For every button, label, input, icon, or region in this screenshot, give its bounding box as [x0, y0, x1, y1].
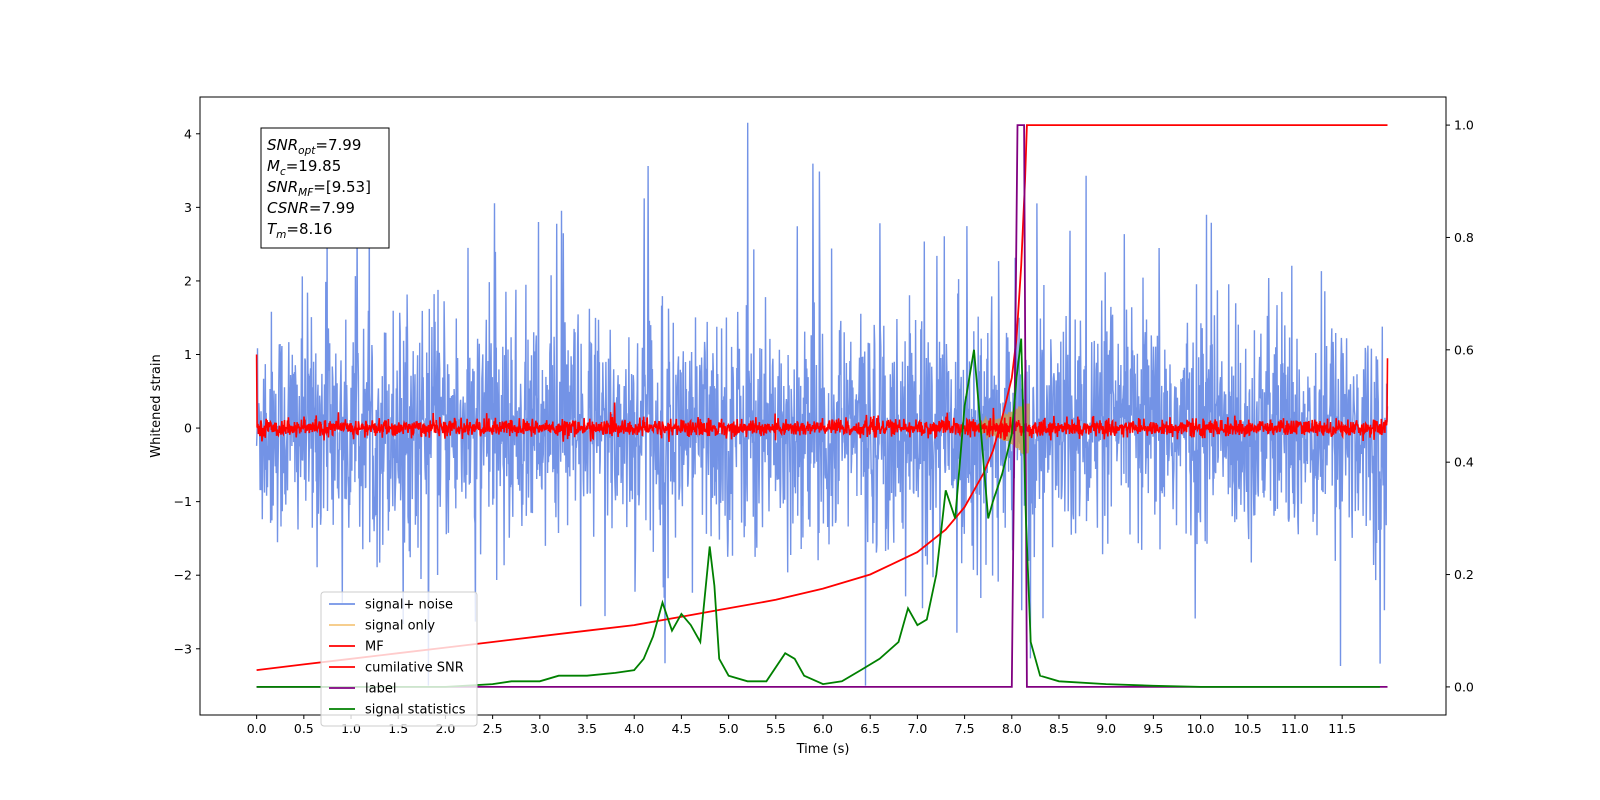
series-label-line — [256, 124, 1388, 688]
series-signal-noise-line — [255, 122, 1389, 686]
x-tick-label: 8.0 — [1002, 721, 1022, 736]
x-tick-label: 3.0 — [530, 721, 550, 736]
x-tick-label: 0.0 — [247, 721, 267, 736]
x-tick-label: 6.0 — [813, 721, 833, 736]
legend-entry: signal+ noise — [365, 598, 453, 613]
x-tick-label: 6.5 — [860, 721, 880, 736]
y2-tick-label: 0.4 — [1454, 455, 1474, 470]
x-tick-label: 8.5 — [1049, 721, 1069, 736]
info-box-frame — [260, 127, 390, 249]
legend-entry: signal statistics — [365, 703, 466, 718]
x-tick-label: 2.5 — [483, 721, 503, 736]
x-tick-label: 9.0 — [1096, 721, 1116, 736]
legend-entry: label — [365, 682, 396, 697]
legend-frame — [320, 591, 478, 727]
legend-entry: MF — [365, 640, 384, 655]
info-line: Tm=8.16 — [267, 220, 332, 241]
series-signal-statistics-line — [256, 338, 1380, 688]
y-tick-label: −3 — [174, 641, 192, 656]
info-line: CSNR=7.99 — [267, 199, 355, 217]
x-tick-label: 4.0 — [624, 721, 644, 736]
x-tick-label: 5.0 — [719, 721, 739, 736]
x-tick-label: 10.0 — [1187, 721, 1215, 736]
y-tick-label: −1 — [174, 494, 192, 509]
x-tick-label: 9.5 — [1143, 721, 1163, 736]
legend-entry: cumilative SNR — [365, 661, 464, 676]
x-tick-label: 11.0 — [1281, 721, 1309, 736]
x-tick-label: 3.5 — [577, 721, 597, 736]
info-line: SNRopt=7.99 — [267, 136, 361, 157]
info-box: SNRopt=7.99Mc=19.85SNRMF=[9.53]CSNR=7.99… — [260, 127, 390, 249]
series-mf-line — [255, 354, 1389, 442]
y-tick-label: 4 — [184, 126, 192, 141]
x-tick-label: 7.5 — [955, 721, 975, 736]
x-tick-label: 11.5 — [1328, 721, 1356, 736]
y2-tick-label: 0.0 — [1454, 679, 1474, 694]
x-tick-label: 5.5 — [766, 721, 786, 736]
y2-tick-label: 0.6 — [1454, 342, 1474, 357]
y2-tick-label: 1.0 — [1454, 118, 1474, 133]
y-tick-label: 3 — [184, 200, 192, 215]
y-tick-label: 0 — [184, 421, 192, 436]
y-axis-label: Whitened strain — [149, 354, 164, 457]
x-tick-label: 10.5 — [1234, 721, 1262, 736]
y-tick-label: −2 — [174, 568, 192, 583]
y-tick-label: 1 — [184, 347, 192, 362]
axes: 0.0 0.5 1.0 1.5 2.0 2.5 3.0 3.5 4.0 4.5 5.0 5.5 6.0 6… — [174, 96, 1474, 736]
legend-entry: signal only — [365, 619, 435, 634]
y-tick-label: 2 — [184, 273, 192, 288]
x-tick-label: 0.5 — [294, 721, 314, 736]
info-line: Mc=19.85 — [267, 157, 341, 178]
y2-tick-label: 0.8 — [1454, 230, 1474, 245]
x-tick-label: 7.0 — [907, 721, 927, 736]
info-line: SNRMF=[9.53] — [267, 178, 371, 199]
x-tick-label: 4.5 — [671, 721, 691, 736]
y2-tick-label: 0.2 — [1454, 567, 1474, 582]
x-axis-label: Time (s) — [796, 742, 850, 757]
legend: signal+ noise signal only MF cumilative SNR… — [320, 591, 478, 727]
